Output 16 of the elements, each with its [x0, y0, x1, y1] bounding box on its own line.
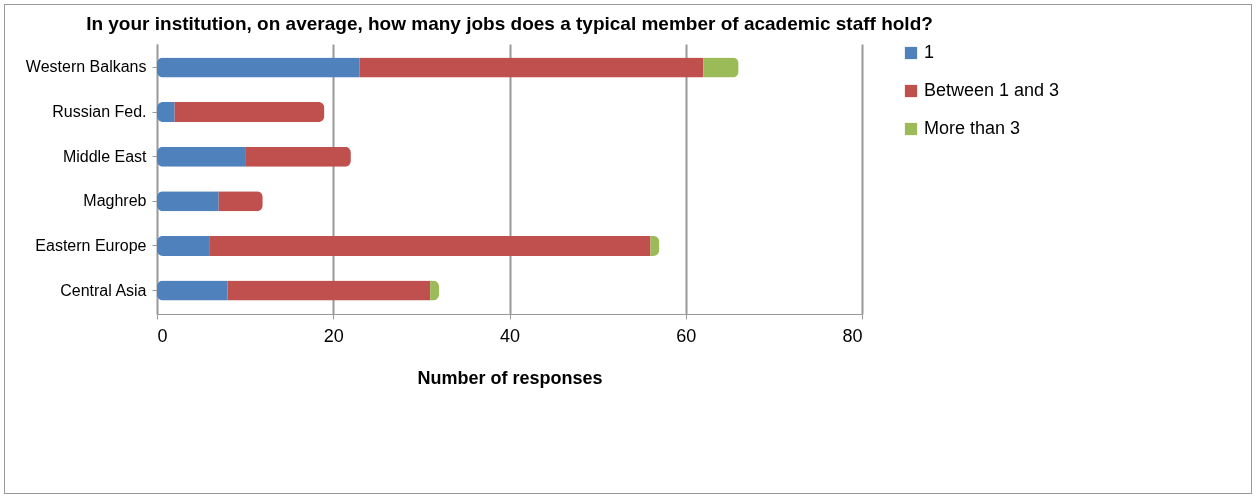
- chart-title: In your institution, on average, how many jobs does a typical member of academic staff hold?: [86, 13, 933, 34]
- x-axis-title: Number of responses: [417, 367, 603, 388]
- y-tick-label: Russian Fed.: [52, 103, 147, 121]
- legend-label: Between 1 and 3: [924, 80, 1060, 100]
- x-tick-label: 0: [157, 325, 168, 346]
- legend-label: More than 3: [924, 118, 1021, 138]
- y-tick-label: Central Asia: [60, 281, 147, 299]
- x-tick-label: 60: [676, 325, 697, 346]
- y-tick-label: Western Balkans: [25, 58, 147, 76]
- legend-label: 1: [924, 42, 935, 62]
- y-tick-label: Maghreb: [83, 192, 147, 210]
- x-tick-label: 20: [323, 325, 344, 346]
- y-tick-label: Eastern Europe: [35, 236, 147, 254]
- x-tick-label: 40: [499, 325, 521, 346]
- x-tick-label: 80: [842, 325, 863, 346]
- y-tick-label: Middle East: [62, 147, 148, 165]
